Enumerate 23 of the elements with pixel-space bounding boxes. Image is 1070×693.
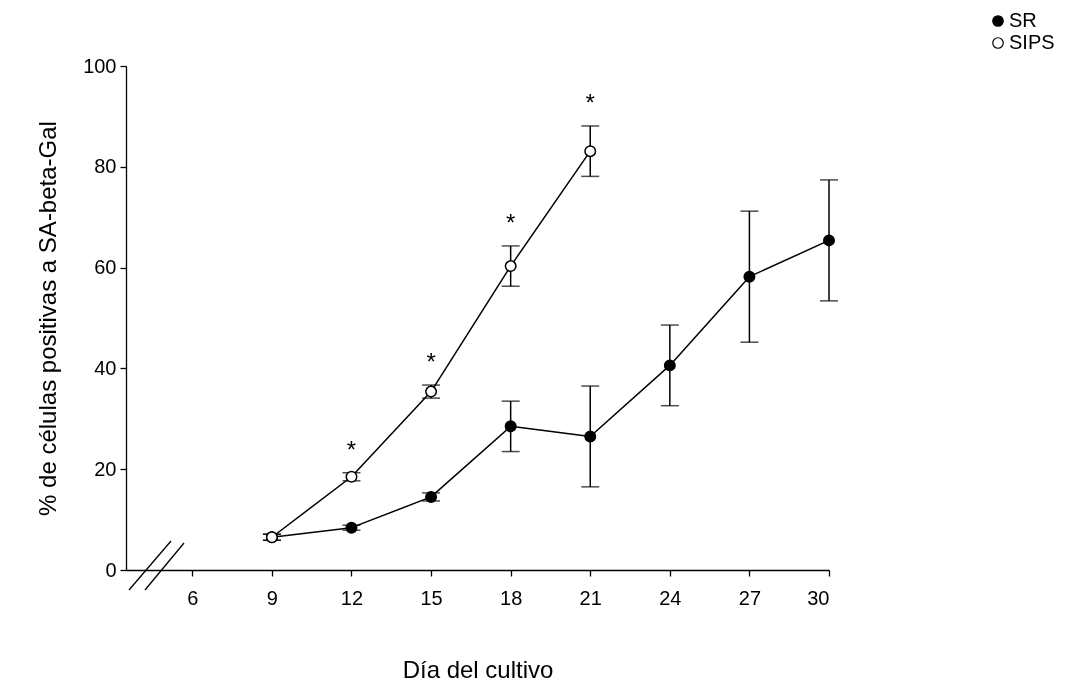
y-tick-label: 0 xyxy=(105,558,117,581)
annotation: * xyxy=(346,435,357,463)
x-tick-label: 18 xyxy=(500,586,523,609)
x-tick-label: 27 xyxy=(738,586,762,609)
x-tick-label: 12 xyxy=(340,586,364,609)
y-tick-label: 40 xyxy=(94,356,117,379)
y-tick-label: 80 xyxy=(94,155,117,178)
x-tick-label: 21 xyxy=(579,586,602,609)
x-tick-label: 9 xyxy=(266,586,278,609)
y-tick-label: 100 xyxy=(83,54,117,77)
legend-label: SR xyxy=(1009,9,1037,31)
annotation: * xyxy=(426,348,436,376)
y-tick-label: 20 xyxy=(94,457,117,480)
annotation: * xyxy=(505,208,516,236)
legend-label: SIPS xyxy=(1009,31,1055,53)
x-axis-title: Día del cultivo xyxy=(402,655,554,683)
x-tick-label: 15 xyxy=(420,586,443,609)
x-tick-label: 24 xyxy=(659,586,682,609)
y-axis-title: % de células positivas a SA-beta-Gal xyxy=(34,121,62,516)
x-tick-label: 6 xyxy=(187,586,199,609)
annotation: * xyxy=(585,88,595,116)
y-tick-label: 60 xyxy=(94,256,117,279)
x-tick-label: 30 xyxy=(807,586,830,609)
